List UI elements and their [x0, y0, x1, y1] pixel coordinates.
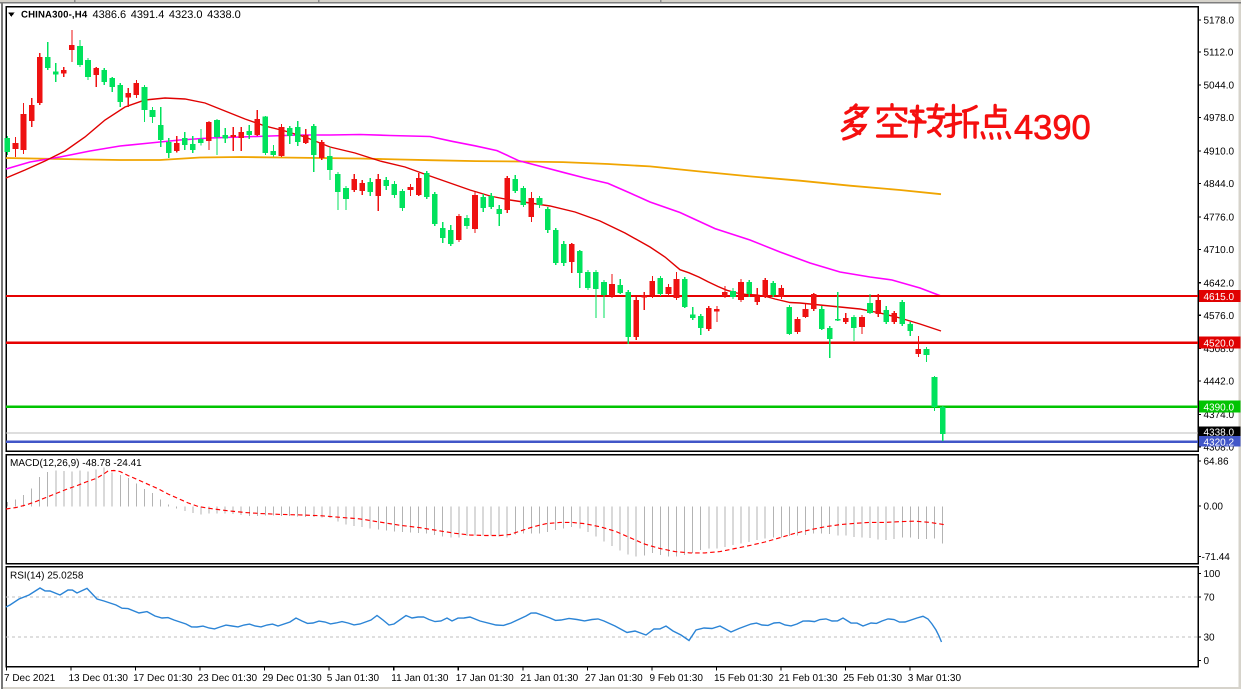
svg-text:5044.0: 5044.0 — [1204, 81, 1235, 92]
svg-text:7 Dec 2021: 7 Dec 2021 — [4, 673, 56, 684]
svg-text:4576.0: 4576.0 — [1204, 311, 1235, 322]
svg-text:4508.0: 4508.0 — [1204, 344, 1235, 355]
svg-text:4776.0: 4776.0 — [1204, 212, 1235, 223]
svg-text:4386.6 4391.4 4323.0 4338.0: 4386.6 4391.4 4323.0 4338.0 — [93, 9, 241, 21]
svg-text:CHINA300-,H4: CHINA300-,H4 — [21, 10, 88, 21]
svg-text:4615.0: 4615.0 — [1204, 292, 1235, 303]
svg-text:4390: 4390 — [1014, 109, 1091, 147]
svg-text:11 Jan 01:30: 11 Jan 01:30 — [391, 673, 449, 684]
svg-text:64.86: 64.86 — [1204, 456, 1229, 467]
svg-text:4320.2: 4320.2 — [1204, 437, 1235, 448]
svg-text:70: 70 — [1204, 593, 1216, 604]
svg-text:100: 100 — [1204, 569, 1221, 580]
svg-text:21 Jan 01:30: 21 Jan 01:30 — [520, 673, 578, 684]
svg-text:9 Feb 01:30: 9 Feb 01:30 — [650, 673, 704, 684]
svg-text:5 Jan 01:30: 5 Jan 01:30 — [327, 673, 380, 684]
svg-text:4442.0: 4442.0 — [1204, 377, 1235, 388]
svg-text:17 Jan 01:30: 17 Jan 01:30 — [456, 673, 514, 684]
svg-text:29 Dec 01:30: 29 Dec 01:30 — [262, 673, 322, 684]
svg-text:15 Feb 01:30: 15 Feb 01:30 — [714, 673, 773, 684]
svg-text:4374.0: 4374.0 — [1204, 410, 1235, 421]
svg-text:4308.0: 4308.0 — [1204, 442, 1235, 453]
svg-text:4978.0: 4978.0 — [1204, 113, 1235, 124]
svg-text:17 Dec 01:30: 17 Dec 01:30 — [133, 673, 193, 684]
svg-text:RSI(14) 25.0258: RSI(14) 25.0258 — [10, 570, 84, 581]
svg-text:4338.0: 4338.0 — [1204, 427, 1235, 438]
svg-text:30: 30 — [1204, 633, 1216, 644]
svg-text:4710.0: 4710.0 — [1204, 245, 1235, 256]
svg-text:4390.0: 4390.0 — [1204, 403, 1235, 414]
svg-text:5112.0: 5112.0 — [1204, 48, 1234, 59]
svg-text:5178.0: 5178.0 — [1204, 16, 1235, 27]
svg-text:-71.44: -71.44 — [1202, 552, 1231, 563]
svg-text:MACD(12,26,9) -48.78 -24.41: MACD(12,26,9) -48.78 -24.41 — [10, 458, 142, 469]
svg-text:3 Mar 01:30: 3 Mar 01:30 — [908, 673, 962, 684]
svg-text:27 Jan 01:30: 27 Jan 01:30 — [585, 673, 643, 684]
svg-text:21 Feb 01:30: 21 Feb 01:30 — [779, 673, 838, 684]
svg-text:0: 0 — [1204, 656, 1210, 667]
svg-text:13 Dec 01:30: 13 Dec 01:30 — [69, 673, 129, 684]
svg-text:4910.0: 4910.0 — [1204, 147, 1235, 158]
svg-text:0.00: 0.00 — [1204, 501, 1224, 512]
svg-text:23 Dec 01:30: 23 Dec 01:30 — [198, 673, 258, 684]
svg-text:4844.0: 4844.0 — [1204, 179, 1235, 190]
svg-text:4642.0: 4642.0 — [1204, 278, 1235, 289]
svg-text:4520.0: 4520.0 — [1204, 339, 1235, 350]
svg-text:25 Feb 01:30: 25 Feb 01:30 — [843, 673, 902, 684]
